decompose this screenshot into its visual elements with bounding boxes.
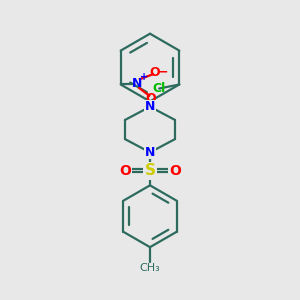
Text: O: O xyxy=(150,66,160,79)
Text: N: N xyxy=(132,76,142,89)
Text: N: N xyxy=(145,146,155,159)
Text: O: O xyxy=(146,92,156,105)
Text: CH₃: CH₃ xyxy=(140,263,160,273)
Text: O: O xyxy=(169,164,181,178)
Text: S: S xyxy=(145,163,155,178)
Text: +: + xyxy=(140,72,148,82)
Text: −: − xyxy=(158,66,168,79)
Text: O: O xyxy=(119,164,131,178)
Text: N: N xyxy=(145,100,155,113)
Text: Cl: Cl xyxy=(152,82,166,95)
